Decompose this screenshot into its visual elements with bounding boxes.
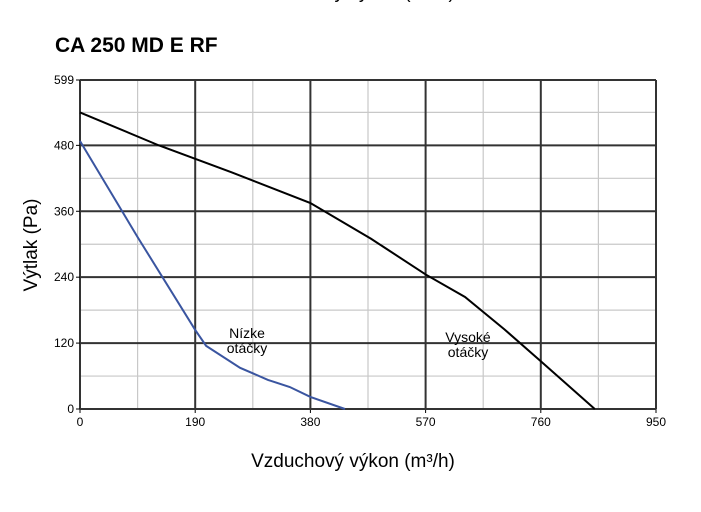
y-tick-label: 360 [54,204,74,218]
x-tick-label: 760 [531,415,551,429]
cropped-axis-label: Vzduchový výkon (m³/h) [251,0,455,3]
data-line [79,111,596,410]
y-tick-label: 599 [54,73,74,87]
y-tick-label: 240 [54,270,74,284]
y-axis-label: Výtlak (Pa) [21,199,42,292]
y-tick-label: 120 [54,336,74,350]
curve-label: otáčky [227,340,267,356]
x-tick-label: 950 [646,415,666,429]
plot-area: 0 190 380 570 760 9500120240360480599Nízkeotá… [54,73,666,429]
x-axis-label: Vzduchový výkon (m³/h) [251,451,455,472]
curve-label: otáčky [448,344,488,360]
x-tick-label: 570 [416,415,436,429]
y-tick-label: 480 [54,138,74,152]
chart-title: CA 250 MD E RF [55,34,218,57]
curve-label: Nízke [229,325,265,341]
x-tick-label: 0 [77,415,84,429]
x-tick-label: 380 [300,415,320,429]
x-tick-label: 190 [185,415,205,429]
data-line [79,140,346,410]
y-tick-label: 0 [67,402,74,416]
curve-label: Vysoké [445,329,491,345]
